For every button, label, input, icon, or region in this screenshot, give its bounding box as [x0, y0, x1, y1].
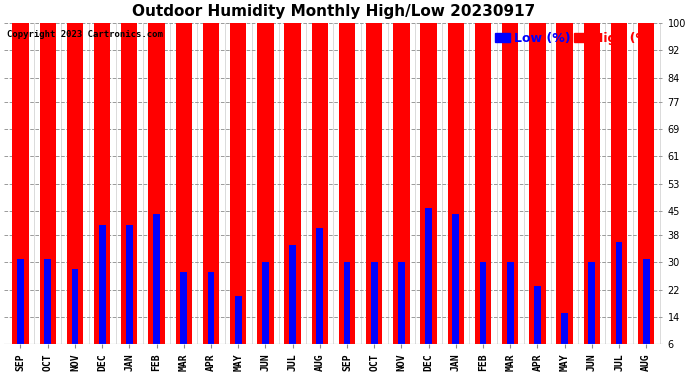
Bar	[99, 225, 106, 344]
Bar	[126, 225, 132, 344]
Bar	[175, 23, 192, 344]
Bar	[17, 259, 24, 344]
Bar	[589, 262, 595, 344]
Bar	[453, 214, 460, 344]
Bar	[502, 23, 518, 344]
Bar	[344, 262, 351, 344]
Bar	[230, 23, 246, 344]
Bar	[584, 23, 600, 344]
Bar	[448, 23, 464, 344]
Bar	[289, 245, 296, 344]
Bar	[12, 23, 29, 344]
Bar	[534, 286, 541, 344]
Bar	[317, 228, 323, 344]
Bar	[148, 23, 165, 344]
Bar	[371, 262, 377, 344]
Bar	[235, 296, 242, 344]
Bar	[643, 259, 650, 344]
Legend: Low (%), High (%): Low (%), High (%)	[493, 29, 656, 47]
Bar	[393, 23, 410, 344]
Bar	[529, 23, 546, 344]
Bar	[561, 314, 568, 344]
Bar	[366, 23, 382, 344]
Bar	[398, 262, 405, 344]
Bar	[339, 23, 355, 344]
Bar	[94, 23, 110, 344]
Bar	[44, 259, 51, 344]
Bar	[420, 23, 437, 344]
Bar	[611, 23, 627, 344]
Bar	[507, 262, 513, 344]
Text: Copyright 2023 Cartronics.com: Copyright 2023 Cartronics.com	[8, 30, 164, 39]
Bar	[638, 23, 654, 344]
Bar	[203, 23, 219, 344]
Bar	[257, 23, 273, 344]
Bar	[67, 23, 83, 344]
Bar	[180, 273, 187, 344]
Bar	[262, 262, 269, 344]
Bar	[208, 273, 215, 344]
Bar	[615, 242, 622, 344]
Bar	[475, 23, 491, 344]
Bar	[480, 262, 486, 344]
Bar	[557, 23, 573, 344]
Bar	[425, 207, 432, 344]
Bar	[39, 23, 56, 344]
Bar	[121, 23, 137, 344]
Bar	[153, 214, 160, 344]
Bar	[72, 269, 78, 344]
Bar	[284, 23, 301, 344]
Title: Outdoor Humidity Monthly High/Low 20230917: Outdoor Humidity Monthly High/Low 202309…	[132, 4, 535, 19]
Bar	[312, 23, 328, 344]
